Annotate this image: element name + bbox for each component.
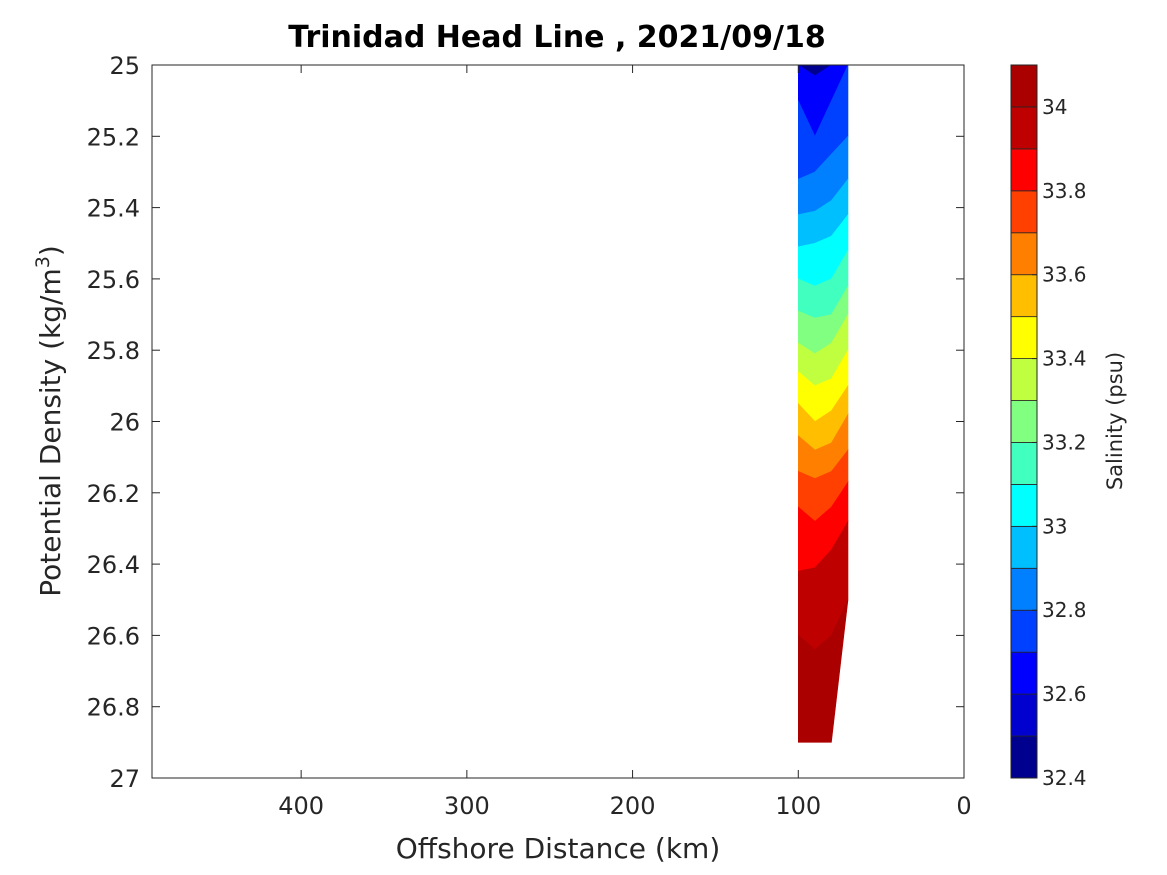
x-tick-label: 400 bbox=[278, 792, 324, 820]
colorbar-tick-label: 34 bbox=[1042, 95, 1067, 119]
x-tick-label: 200 bbox=[610, 792, 656, 820]
chart-title: Trinidad Head Line , 2021/09/18 bbox=[288, 20, 825, 55]
colorbar-tick-label: 33.4 bbox=[1042, 347, 1087, 371]
colorbar-swatch bbox=[1010, 442, 1038, 485]
y-tick-label: 25.2 bbox=[87, 123, 140, 151]
colorbar-tick-label: 32.6 bbox=[1042, 682, 1087, 706]
y-axis-label-main: Potential Density (kg/m bbox=[34, 268, 67, 597]
x-tick-label: 300 bbox=[444, 792, 490, 820]
colorbar-swatch bbox=[1010, 609, 1038, 653]
colorbar-swatch bbox=[1010, 358, 1038, 401]
colorbar-label: Salinity (psu) bbox=[1103, 352, 1127, 490]
x-tick-label: 100 bbox=[775, 792, 821, 820]
colorbar-swatch bbox=[1010, 274, 1038, 318]
salinity-colorbar bbox=[1010, 64, 1038, 779]
colorbar-tick-label: 33 bbox=[1042, 514, 1067, 538]
y-tick-label: 26.2 bbox=[87, 480, 140, 508]
y-tick-label: 26.8 bbox=[87, 694, 140, 722]
y-tick-label: 25.8 bbox=[87, 337, 140, 365]
contour-band bbox=[798, 599, 849, 743]
y-axis-label: Potential Density (kg/m3) bbox=[32, 245, 67, 597]
colorbar-swatch bbox=[1010, 400, 1038, 443]
salinity-contour-bands bbox=[797, 65, 849, 743]
y-tick-label: 25.4 bbox=[87, 195, 140, 223]
y-axis-label-close: ) bbox=[34, 245, 67, 256]
y-axis-ticks: 25 25.2 25.4 25.6 25.8 26 26.2 26.4 26.6 26.8 27 bbox=[87, 52, 964, 793]
y-tick-label: 25.6 bbox=[87, 266, 140, 294]
colorbar-swatch bbox=[1010, 567, 1038, 611]
y-tick-label: 25 bbox=[109, 52, 140, 80]
y-tick-label: 27 bbox=[109, 765, 140, 793]
colorbar-swatch bbox=[1010, 735, 1038, 779]
colorbar-tick-label: 32.4 bbox=[1042, 766, 1087, 790]
x-tick-label: 0 bbox=[956, 792, 971, 820]
colorbar-ticks: 32.4 32.6 32.8 33 33.2 33.4 33.6 33.8 34 bbox=[1032, 95, 1087, 790]
colorbar-tick-label: 33.8 bbox=[1042, 179, 1087, 203]
y-tick-label: 26.6 bbox=[87, 622, 140, 650]
colorbar-tick-label: 33.2 bbox=[1042, 430, 1087, 454]
colorbar-swatch bbox=[1010, 106, 1038, 150]
colorbar-swatch bbox=[1010, 64, 1038, 108]
colorbar-swatch bbox=[1010, 148, 1038, 192]
colorbar-swatch bbox=[1010, 693, 1038, 737]
colorbar-tick-label: 33.6 bbox=[1042, 263, 1087, 287]
colorbar-swatch bbox=[1010, 316, 1038, 359]
colorbar-swatch bbox=[1010, 232, 1038, 276]
y-tick-label: 26.4 bbox=[87, 551, 140, 579]
y-axis-label-superscript: 3 bbox=[32, 256, 54, 268]
colorbar-swatch bbox=[1010, 190, 1038, 234]
x-axis-ticks: 400 300 200 100 0 bbox=[278, 65, 972, 820]
y-tick-label: 26 bbox=[109, 409, 140, 437]
x-axis-label: Offshore Distance (km) bbox=[396, 832, 721, 865]
colorbar-swatch bbox=[1010, 525, 1038, 569]
colorbar-tick-label: 32.8 bbox=[1042, 598, 1087, 622]
colorbar-swatch bbox=[1010, 651, 1038, 695]
colorbar-frame bbox=[1010, 64, 1038, 779]
colorbar-swatch bbox=[1010, 484, 1038, 527]
